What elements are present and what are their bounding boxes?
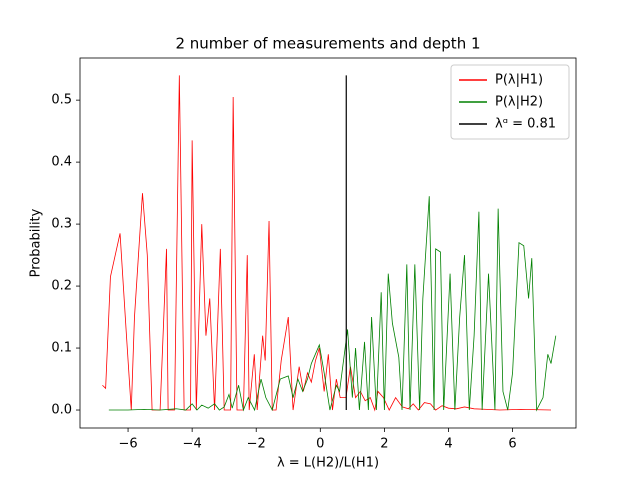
chart-title: 2 number of measurements and depth 1 xyxy=(175,35,480,53)
x-tick-label: 4 xyxy=(444,437,452,452)
x-tick-label: 0 xyxy=(316,437,324,452)
x-tick-label: 2 xyxy=(380,437,388,452)
y-tick-label: 0.3 xyxy=(51,217,72,232)
y-axis-label: Probability xyxy=(29,208,44,277)
legend-label: P(λ|H2) xyxy=(495,95,543,110)
plot-frame xyxy=(79,57,577,429)
legend-label: λᵅ = 0.81 xyxy=(495,117,556,132)
y-tick-label: 0.1 xyxy=(51,341,72,356)
x-tick-label: −6 xyxy=(118,437,137,452)
y-tick-label: 0.5 xyxy=(51,93,72,108)
data-line xyxy=(102,75,552,412)
x-axis-label: λ = L(H2)/L(H1) xyxy=(277,456,379,471)
legend-label: P(λ|H1) xyxy=(495,73,543,88)
y-tick-label: 0.4 xyxy=(51,155,72,170)
data-line xyxy=(108,196,557,412)
x-tick-label: −4 xyxy=(183,437,202,452)
x-tick-label: 6 xyxy=(508,437,516,452)
y-tick-label: 0.0 xyxy=(51,403,72,418)
legend-box xyxy=(450,64,570,140)
x-tick-label: −2 xyxy=(247,437,266,452)
y-tick-label: 0.2 xyxy=(51,279,72,294)
